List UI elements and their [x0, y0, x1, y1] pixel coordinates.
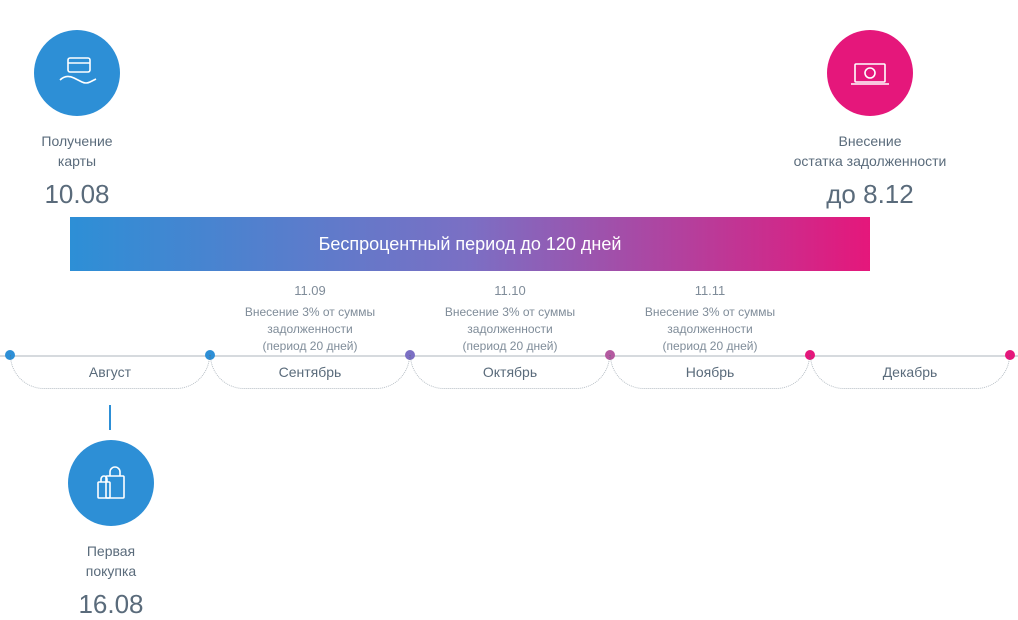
- card-icon: [34, 30, 120, 116]
- event-label: Получение карты: [41, 132, 112, 171]
- event-date: до 8.12: [826, 179, 913, 210]
- event-card-received: Получение карты 10.08: [32, 30, 122, 210]
- event-debt-deposit: Внесение остатка задолженности до 8.12: [770, 30, 970, 210]
- cash-icon: [827, 30, 913, 116]
- event-date: 16.08: [78, 589, 143, 620]
- payment-text: Внесение 3% от суммы задолженности (пери…: [210, 304, 410, 354]
- connector-first-purchase: [109, 405, 111, 430]
- timeline-arc: [210, 355, 410, 389]
- bag-icon: [68, 440, 154, 526]
- payment-date: 11.09: [210, 283, 410, 298]
- event-date: 10.08: [44, 179, 109, 210]
- payment-box: 11.10 Внесение 3% от суммы задолженности …: [410, 283, 610, 354]
- event-first-purchase: Первая покупка 16.08: [68, 440, 154, 620]
- payment-text: Внесение 3% от суммы задолженности (пери…: [610, 304, 810, 354]
- event-label: Внесение остатка задолженности: [794, 132, 947, 171]
- payment-box: 11.09 Внесение 3% от суммы задолженности …: [210, 283, 410, 354]
- timeline-arc: [810, 355, 1010, 389]
- payment-date: 11.11: [610, 283, 810, 298]
- period-bar: Беспроцентный период до 120 дней: [70, 217, 870, 271]
- event-label: Первая покупка: [86, 542, 136, 581]
- period-bar-text: Беспроцентный период до 120 дней: [319, 234, 622, 255]
- payment-text: Внесение 3% от суммы задолженности (пери…: [410, 304, 610, 354]
- payment-box: 11.11 Внесение 3% от суммы задолженности …: [610, 283, 810, 354]
- timeline-arc: [10, 355, 210, 389]
- timeline-arc: [610, 355, 810, 389]
- timeline-arc: [410, 355, 610, 389]
- payment-date: 11.10: [410, 283, 610, 298]
